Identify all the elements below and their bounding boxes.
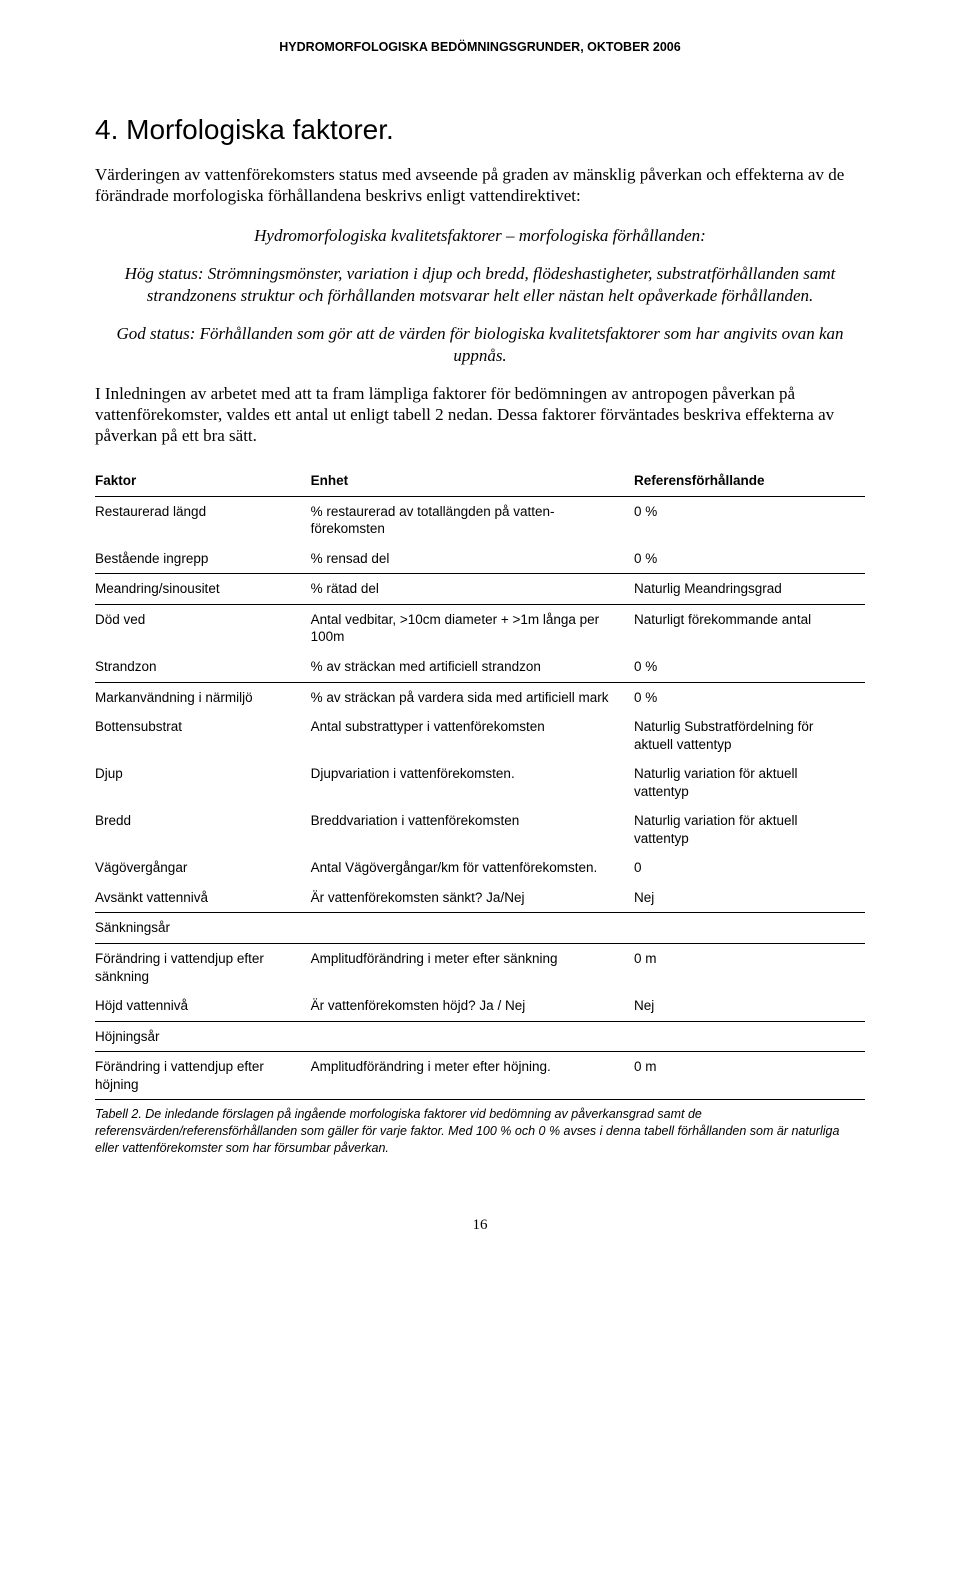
cell-enhet: % av sträckan med artificiell strandzon	[311, 652, 634, 682]
cell-faktor: Djup	[95, 759, 311, 806]
cell-faktor: Bestående ingrepp	[95, 544, 311, 574]
table-row: Markanvändning i närmiljö% av sträckan p…	[95, 682, 865, 712]
quote-hog-status: Hög status: Strömningsmönster, variation…	[95, 263, 865, 307]
table-row: Restaurerad längd% restaurerad av totall…	[95, 496, 865, 544]
cell-faktor: Vägövergångar	[95, 853, 311, 883]
cell-faktor: Restaurerad längd	[95, 496, 311, 544]
table-row: Död vedAntal vedbitar, >10cm diameter + …	[95, 604, 865, 652]
cell-faktor: Höjningsår	[95, 1021, 311, 1052]
cell-referens: Nej	[634, 883, 865, 913]
table-row: Höjd vattennivåÄr vattenförekomsten höjd…	[95, 991, 865, 1021]
page: HYDROMORFOLOGISKA BEDÖMNINGSGRUNDER, OKT…	[0, 0, 960, 1274]
cell-referens: 0 %	[634, 652, 865, 682]
cell-referens: Naturlig variation för aktuell vattentyp	[634, 806, 865, 853]
cell-faktor: Bredd	[95, 806, 311, 853]
cell-referens: Naturlig Meandringsgrad	[634, 574, 865, 605]
cell-referens: Naturligt förekommande antal	[634, 604, 865, 652]
cell-referens: 0 %	[634, 682, 865, 712]
col-header-faktor: Faktor	[95, 465, 311, 497]
table-caption: Tabell 2. De inledande förslagen på ingå…	[95, 1106, 865, 1157]
cell-referens: 0 %	[634, 544, 865, 574]
intro-paragraph: Värderingen av vattenförekomsters status…	[95, 164, 865, 207]
table-row: Förändring i vattendjup efter sänkningAm…	[95, 944, 865, 992]
cell-referens: 0	[634, 853, 865, 883]
running-header: HYDROMORFOLOGISKA BEDÖMNINGSGRUNDER, OKT…	[95, 40, 865, 54]
cell-enhet	[311, 1021, 634, 1052]
quote-lead: Hydromorfologiska kvalitetsfaktorer – mo…	[95, 225, 865, 247]
cell-faktor: Sänkningsår	[95, 913, 311, 944]
cell-referens: Naturlig variation för aktuell vattentyp	[634, 759, 865, 806]
cell-faktor: Avsänkt vattennivå	[95, 883, 311, 913]
cell-faktor: Död ved	[95, 604, 311, 652]
cell-enhet: Amplitudförändring i meter efter höjning…	[311, 1052, 634, 1100]
cell-enhet: Breddvariation i vattenförekomsten	[311, 806, 634, 853]
cell-enhet: % rätad del	[311, 574, 634, 605]
cell-referens: 0 %	[634, 496, 865, 544]
cell-faktor: Markanvändning i närmiljö	[95, 682, 311, 712]
cell-faktor: Strandzon	[95, 652, 311, 682]
faktor-table: Faktor Enhet Referensförhållande Restaur…	[95, 465, 865, 1101]
table-row: Bestående ingrepp% rensad del0 %	[95, 544, 865, 574]
cell-referens: Naturlig Substratfördelning för aktuell …	[634, 712, 865, 759]
cell-faktor: Förändring i vattendjup efter höjning	[95, 1052, 311, 1100]
cell-enhet: Är vattenförekomsten höjd? Ja / Nej	[311, 991, 634, 1021]
cell-faktor: Förändring i vattendjup efter sänkning	[95, 944, 311, 992]
table-row: DjupDjupvariation i vattenförekomsten.Na…	[95, 759, 865, 806]
cell-enhet: % restaurerad av totallängden på vatten­…	[311, 496, 634, 544]
table-row: BottensubstratAntal substrattyper i vatt…	[95, 712, 865, 759]
table-row: Höjningsår	[95, 1021, 865, 1052]
cell-enhet: % rensad del	[311, 544, 634, 574]
cell-enhet: Antal vedbitar, >10cm diameter + >1m lån…	[311, 604, 634, 652]
cell-enhet: Djupvariation i vattenförekomsten.	[311, 759, 634, 806]
method-paragraph: I Inledningen av arbetet med att ta fram…	[95, 383, 865, 447]
cell-enhet	[311, 913, 634, 944]
cell-referens	[634, 1021, 865, 1052]
table-row: BreddBreddvariation i vattenförekomstenN…	[95, 806, 865, 853]
table-row: Meandring/sinousitet% rätad delNaturlig …	[95, 574, 865, 605]
cell-referens: Nej	[634, 991, 865, 1021]
cell-faktor: Bottensubstrat	[95, 712, 311, 759]
page-number: 16	[95, 1217, 865, 1234]
cell-enhet: Antal Vägövergångar/km för vattenförekom…	[311, 853, 634, 883]
table-row: VägövergångarAntal Vägövergångar/km för …	[95, 853, 865, 883]
col-header-enhet: Enhet	[311, 465, 634, 497]
cell-enhet: Amplitudförändring i meter efter sänknin…	[311, 944, 634, 992]
cell-enhet: Antal substrattyper i vattenförekomsten	[311, 712, 634, 759]
cell-referens	[634, 913, 865, 944]
cell-enhet: Är vattenförekomsten sänkt? Ja/Nej	[311, 883, 634, 913]
table-row: Sänkningsår	[95, 913, 865, 944]
quote-god-status: God status: Förhållanden som gör att de …	[95, 323, 865, 367]
table-row: Avsänkt vattennivåÄr vattenförekomsten s…	[95, 883, 865, 913]
cell-enhet: % av sträckan på vardera sida med artifi…	[311, 682, 634, 712]
cell-faktor: Meandring/sinousitet	[95, 574, 311, 605]
cell-faktor: Höjd vattennivå	[95, 991, 311, 1021]
cell-referens: 0 m	[634, 944, 865, 992]
col-header-referens: Referensförhållande	[634, 465, 865, 497]
page-title: 4. Morfologiska faktorer.	[95, 114, 865, 146]
table-row: Strandzon% av sträckan med artificiell s…	[95, 652, 865, 682]
cell-referens: 0 m	[634, 1052, 865, 1100]
table-row: Förändring i vattendjup efter höjningAmp…	[95, 1052, 865, 1100]
table-header-row: Faktor Enhet Referensförhållande	[95, 465, 865, 497]
